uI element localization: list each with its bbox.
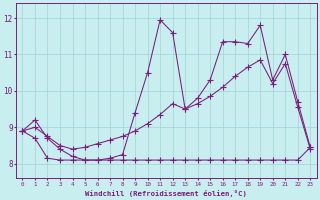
- X-axis label: Windchill (Refroidissement éolien,°C): Windchill (Refroidissement éolien,°C): [85, 190, 247, 197]
